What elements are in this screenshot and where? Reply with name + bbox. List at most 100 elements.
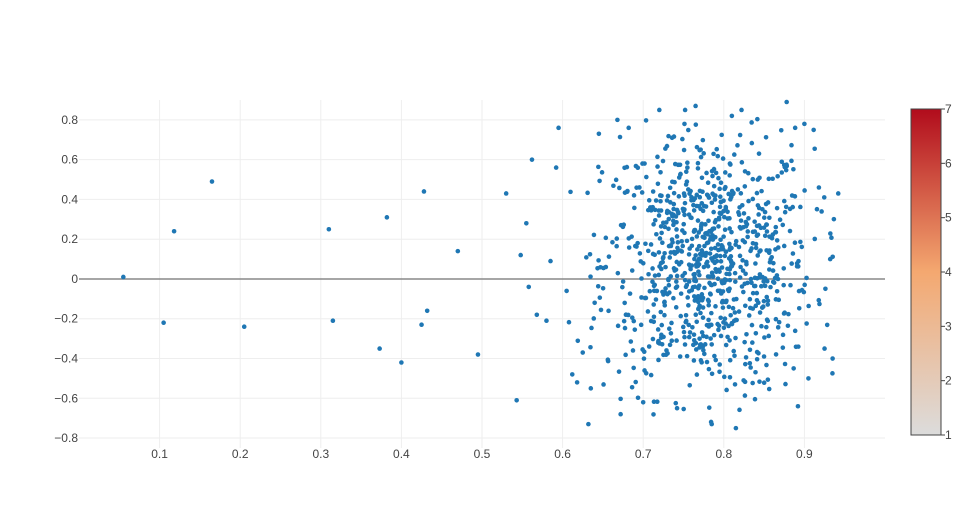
data-point — [720, 305, 726, 310]
data-point — [620, 279, 626, 284]
data-point — [782, 310, 787, 315]
data-point — [775, 174, 780, 179]
data-point — [629, 315, 635, 321]
data-point — [614, 236, 620, 241]
data-point — [830, 254, 835, 260]
data-point — [685, 127, 691, 133]
data-point — [715, 321, 720, 327]
data-point — [686, 252, 692, 257]
data-point — [645, 248, 651, 254]
data-point — [651, 314, 657, 320]
data-point — [586, 421, 591, 427]
data-point — [768, 284, 773, 290]
data-point — [782, 361, 788, 367]
data-point — [632, 327, 638, 332]
data-point — [716, 327, 721, 333]
data-point — [804, 321, 809, 326]
data-point — [771, 260, 776, 266]
data-point — [781, 243, 787, 249]
data-point — [783, 204, 789, 210]
data-point — [669, 211, 674, 217]
data-point — [691, 202, 696, 208]
data-point — [740, 224, 746, 230]
data-point — [503, 191, 509, 196]
data-point — [786, 311, 791, 317]
data-point — [671, 295, 676, 301]
data-point — [686, 303, 691, 308]
data-point — [658, 198, 663, 204]
data-point — [635, 165, 641, 171]
data-point — [662, 250, 667, 256]
data-point — [651, 283, 657, 289]
data-point — [765, 302, 771, 307]
x-tick-label: 0.5 — [474, 447, 491, 461]
data-point — [719, 279, 725, 284]
data-point — [675, 209, 681, 215]
data-point — [209, 179, 215, 184]
data-point — [680, 324, 686, 330]
data-point — [711, 209, 716, 215]
data-point — [780, 345, 786, 350]
data-point — [767, 215, 772, 221]
data-point — [721, 234, 726, 239]
data-point — [742, 184, 748, 189]
data-point — [695, 160, 701, 166]
data-point — [683, 169, 689, 175]
data-point — [783, 167, 789, 173]
data-point — [606, 254, 612, 259]
y-tick-label: 0.4 — [61, 192, 78, 206]
data-point — [762, 335, 767, 340]
data-point — [715, 288, 721, 294]
data-point — [683, 182, 689, 187]
data-point — [715, 153, 721, 159]
data-point — [675, 245, 680, 251]
data-point — [121, 274, 126, 280]
data-point — [722, 170, 728, 175]
data-point — [656, 208, 662, 213]
data-point — [662, 224, 668, 230]
data-point — [656, 250, 662, 255]
y-tick-label: 0.2 — [61, 232, 78, 246]
data-point — [640, 347, 645, 352]
data-point — [733, 425, 739, 431]
data-point — [784, 99, 789, 105]
data-point — [707, 322, 712, 328]
data-point — [674, 227, 679, 232]
data-point — [747, 360, 753, 366]
data-point — [686, 279, 692, 284]
data-point — [718, 333, 724, 339]
data-point — [676, 194, 682, 199]
data-point — [743, 355, 749, 360]
data-point — [755, 177, 761, 182]
colorbar-tick-label: 5 — [945, 211, 952, 225]
y-tick-label: 0.8 — [61, 113, 78, 127]
data-point — [685, 165, 690, 170]
data-point — [718, 199, 724, 205]
data-point — [692, 196, 698, 201]
data-point — [723, 342, 729, 348]
colorbar-tick-label: 7 — [945, 102, 952, 116]
data-point — [617, 134, 623, 140]
data-point — [773, 224, 779, 230]
data-point — [709, 200, 715, 206]
y-tick-label: −0.2 — [54, 312, 78, 326]
data-point — [639, 295, 644, 300]
data-point — [671, 206, 676, 212]
grid-lines — [79, 100, 885, 448]
data-point — [737, 224, 743, 230]
data-point — [635, 395, 641, 401]
data-point — [587, 251, 593, 257]
data-point — [667, 185, 673, 191]
data-point — [692, 284, 698, 290]
data-point — [702, 243, 707, 249]
data-point — [816, 185, 822, 190]
data-point — [830, 371, 835, 376]
data-point — [739, 107, 744, 113]
data-point — [750, 380, 755, 386]
data-point — [588, 344, 593, 350]
data-point — [518, 252, 523, 258]
x-tick-label: 0.6 — [554, 447, 571, 461]
data-point — [697, 147, 702, 153]
data-point — [706, 218, 711, 224]
data-point — [633, 379, 639, 385]
